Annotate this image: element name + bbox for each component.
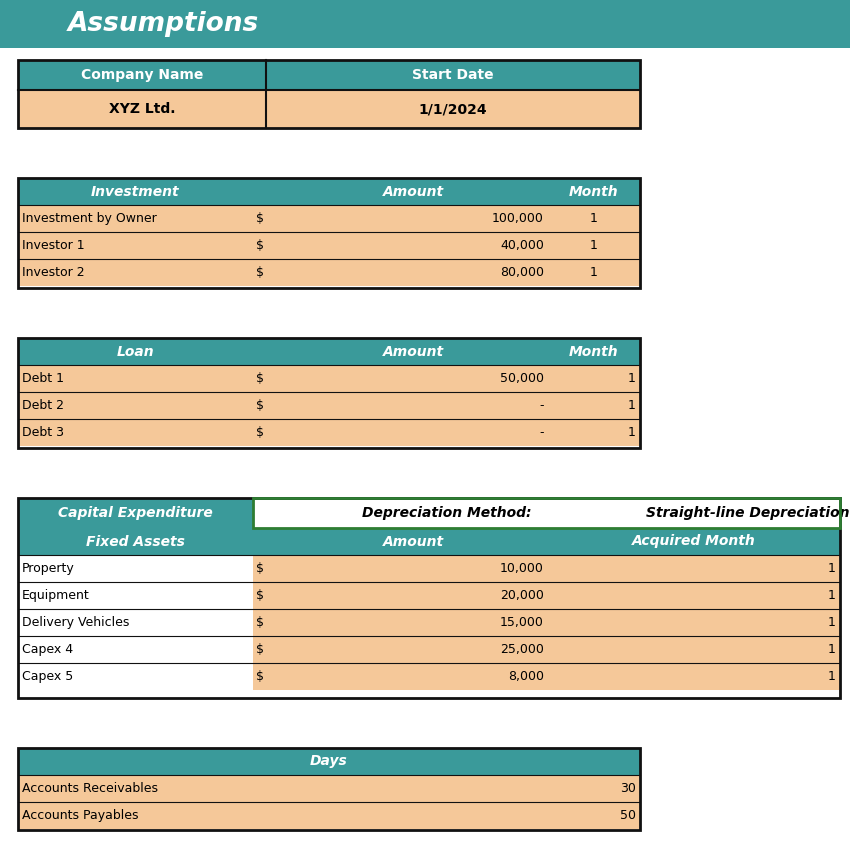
Bar: [18, 259, 640, 286]
Text: Accounts Receivables: Accounts Receivables: [22, 782, 158, 795]
Text: 1: 1: [828, 589, 836, 602]
Text: 1: 1: [590, 212, 598, 225]
Bar: [18, 663, 253, 690]
Bar: [253, 663, 840, 690]
Text: $: $: [256, 372, 264, 385]
Text: 1: 1: [628, 399, 636, 412]
Text: 40,000: 40,000: [500, 239, 544, 252]
Text: 10,000: 10,000: [500, 562, 544, 575]
Bar: [18, 555, 253, 582]
Bar: [253, 582, 840, 609]
Text: Depreciation Method:: Depreciation Method:: [362, 506, 531, 520]
Text: 1: 1: [828, 643, 836, 656]
Text: 1: 1: [628, 372, 636, 385]
Text: Property: Property: [22, 562, 75, 575]
Bar: [18, 498, 840, 698]
Bar: [18, 582, 253, 609]
Text: $: $: [256, 616, 264, 629]
Text: Amount: Amount: [382, 184, 444, 199]
Text: Fixed Assets: Fixed Assets: [86, 535, 185, 548]
Text: -: -: [540, 399, 544, 412]
Bar: [18, 365, 640, 392]
Text: $: $: [256, 239, 264, 252]
Text: Company Name: Company Name: [81, 68, 203, 82]
Text: XYZ Ltd.: XYZ Ltd.: [109, 102, 175, 116]
Text: 15,000: 15,000: [500, 616, 544, 629]
Bar: [253, 636, 840, 663]
Bar: [18, 90, 640, 128]
Bar: [18, 498, 253, 528]
Text: 50: 50: [620, 809, 636, 822]
Text: Capital Expenditure: Capital Expenditure: [58, 506, 212, 520]
Text: Start Date: Start Date: [412, 68, 494, 82]
Text: Debt 1: Debt 1: [22, 372, 64, 385]
Bar: [18, 60, 640, 128]
Bar: [18, 232, 640, 259]
Bar: [18, 636, 253, 663]
Bar: [18, 178, 640, 205]
Text: $: $: [256, 426, 264, 439]
Bar: [253, 498, 840, 528]
Text: $: $: [256, 643, 264, 656]
Bar: [18, 338, 640, 365]
Text: 1: 1: [628, 426, 636, 439]
Text: 50,000: 50,000: [500, 372, 544, 385]
Bar: [18, 419, 640, 446]
Text: Days: Days: [310, 755, 348, 768]
Text: 1: 1: [590, 239, 598, 252]
Text: Investor 1: Investor 1: [22, 239, 85, 252]
Text: Investment: Investment: [91, 184, 180, 199]
Bar: [18, 178, 640, 288]
Text: 1: 1: [590, 266, 598, 279]
Text: Amount: Amount: [382, 344, 444, 359]
Text: $: $: [256, 589, 264, 602]
Bar: [18, 205, 640, 232]
Bar: [253, 498, 840, 528]
Text: $: $: [256, 562, 264, 575]
Text: $: $: [256, 266, 264, 279]
Bar: [18, 748, 640, 775]
Text: Debt 3: Debt 3: [22, 426, 64, 439]
Text: Month: Month: [570, 344, 619, 359]
Text: Assumptions: Assumptions: [68, 11, 259, 37]
Text: 1: 1: [828, 670, 836, 683]
Bar: [18, 60, 640, 90]
Bar: [0, 0, 850, 48]
Text: Investment by Owner: Investment by Owner: [22, 212, 156, 225]
Text: $: $: [256, 670, 264, 683]
Bar: [18, 392, 640, 419]
Text: Capex 5: Capex 5: [22, 670, 73, 683]
Text: Loan: Loan: [116, 344, 155, 359]
Text: 30: 30: [620, 782, 636, 795]
Text: 20,000: 20,000: [500, 589, 544, 602]
Bar: [18, 609, 253, 636]
Text: Equipment: Equipment: [22, 589, 90, 602]
Bar: [18, 748, 640, 830]
Text: $: $: [256, 212, 264, 225]
Text: -: -: [540, 426, 544, 439]
Text: 80,000: 80,000: [500, 266, 544, 279]
Text: 1/1/2024: 1/1/2024: [419, 102, 487, 116]
Text: Month: Month: [570, 184, 619, 199]
Bar: [18, 775, 640, 802]
Text: Debt 2: Debt 2: [22, 399, 64, 412]
Text: 100,000: 100,000: [492, 212, 544, 225]
Bar: [253, 609, 840, 636]
Text: Amount: Amount: [382, 535, 444, 548]
Text: Investor 2: Investor 2: [22, 266, 85, 279]
Text: Delivery Vehicles: Delivery Vehicles: [22, 616, 129, 629]
Text: 8,000: 8,000: [508, 670, 544, 683]
Text: $: $: [256, 399, 264, 412]
Text: 25,000: 25,000: [500, 643, 544, 656]
Bar: [253, 555, 840, 582]
Text: 1: 1: [828, 562, 836, 575]
Bar: [18, 338, 640, 448]
Text: Capex 4: Capex 4: [22, 643, 73, 656]
Bar: [18, 802, 640, 829]
Text: Acquired Month: Acquired Month: [632, 535, 756, 548]
Text: Straight-line Depreciation: Straight-line Depreciation: [646, 506, 850, 520]
Bar: [18, 528, 840, 555]
Text: 1: 1: [828, 616, 836, 629]
Text: Accounts Payables: Accounts Payables: [22, 809, 139, 822]
